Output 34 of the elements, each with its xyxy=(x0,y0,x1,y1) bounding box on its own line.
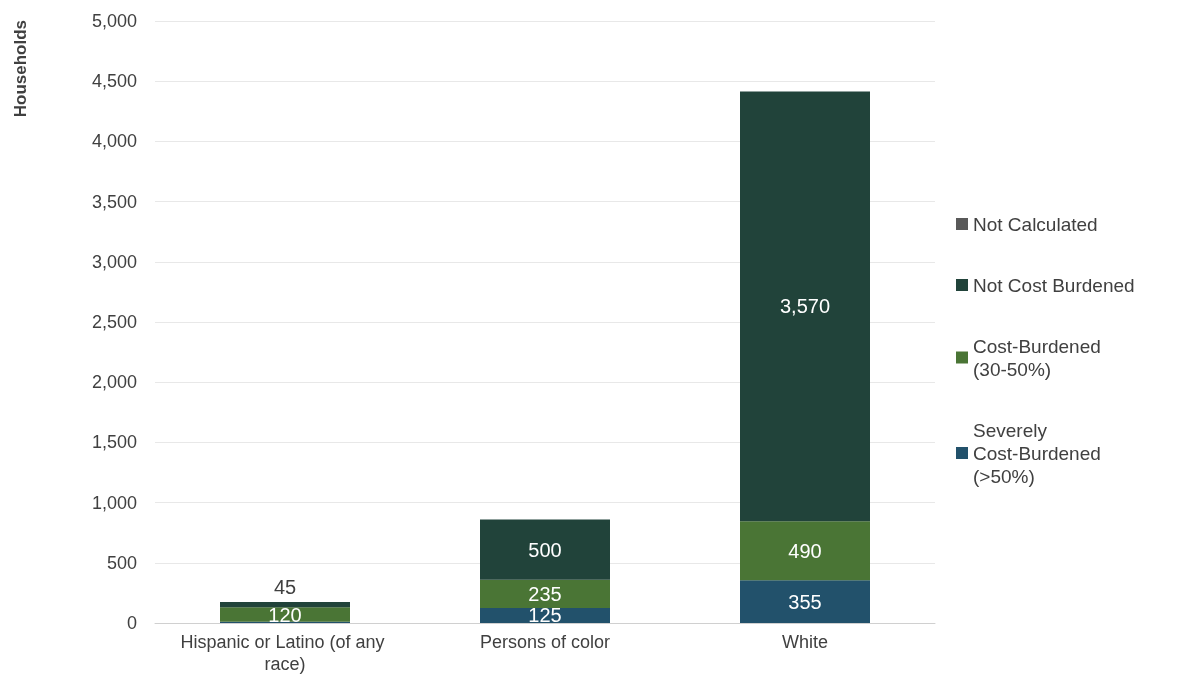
legend-label: Severely Cost-Burdened (>50%) xyxy=(973,419,1107,487)
data-label: 125 xyxy=(528,604,562,627)
y-tick-label: 4,000 xyxy=(91,131,137,152)
data-label: 355 xyxy=(788,590,822,613)
y-tick-label: 500 xyxy=(106,552,137,573)
y-tick-label: 2,000 xyxy=(91,372,137,393)
x-tick-label: White xyxy=(781,632,829,652)
data-label: 120 xyxy=(268,603,302,626)
data-label: 490 xyxy=(788,539,822,562)
data-label: 500 xyxy=(528,538,562,561)
y-tick-label: 0 xyxy=(126,613,137,633)
y-tick-label: 2,500 xyxy=(91,312,137,332)
legend-label: Not Calculated xyxy=(973,213,1098,235)
y-axis-title: Households xyxy=(11,19,30,118)
x-tick-label: Persons of color xyxy=(479,632,611,652)
bar xyxy=(220,607,350,622)
bar xyxy=(480,579,610,608)
y-tick-label: 1,500 xyxy=(91,432,137,453)
data-label: 45 xyxy=(273,575,297,598)
bar xyxy=(220,601,350,608)
y-tick-label: 3,000 xyxy=(91,251,137,272)
bar xyxy=(740,521,870,581)
y-tick-label: 3,500 xyxy=(91,191,137,212)
bar xyxy=(480,519,610,580)
bar xyxy=(740,580,870,623)
y-tick-label: 4,500 xyxy=(91,71,137,92)
y-tick-label: 1,000 xyxy=(91,492,137,513)
x-tick-label: Hispanic or Latino (of any race) xyxy=(180,632,390,674)
legend-label: Cost-Burdened (30-50%) xyxy=(973,335,1107,380)
legend-label: Not Cost Burdened xyxy=(973,274,1135,296)
data-label: 3,570 xyxy=(779,295,831,318)
y-tick-label: 5,000 xyxy=(91,11,137,31)
bar xyxy=(740,91,870,522)
data-label: 235 xyxy=(528,582,562,605)
